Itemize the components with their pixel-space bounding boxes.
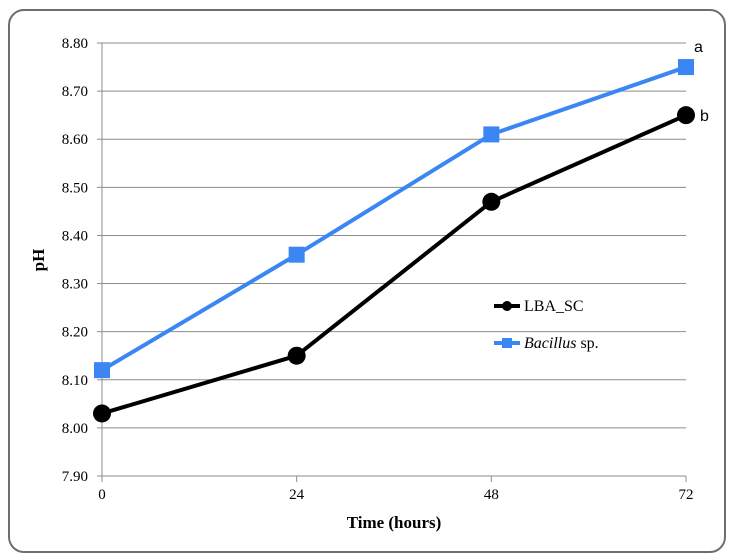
legend: LBA_SC Bacillus sp.	[494, 298, 599, 352]
legend-label-bacillus: Bacillus sp.	[524, 335, 599, 352]
data-point-lba-sc	[287, 346, 306, 365]
series-annotation-bacillus: a	[694, 39, 703, 56]
series-line-bacillus	[100, 65, 687, 372]
x-tick-label: 0	[98, 487, 106, 503]
x-tick-labels: 0 24 48 72	[98, 487, 693, 503]
chart-frame	[8, 9, 726, 553]
legend-label-lba-sc: LBA_SC	[524, 298, 584, 315]
x-tick-label: 48	[484, 487, 499, 503]
x-tick-label: 72	[679, 487, 694, 503]
y-tick-label: 8.80	[62, 36, 88, 52]
y-tick-label: 8.00	[62, 421, 88, 437]
y-axis-title: pH	[29, 249, 48, 272]
data-point-bacillus	[288, 246, 305, 263]
y-tick-label: 8.20	[62, 325, 88, 341]
legend-label-part: sp.	[576, 335, 598, 352]
x-tick-label: 24	[289, 487, 305, 503]
y-tick-label: 8.30	[62, 277, 88, 293]
y-tick-label: 8.70	[62, 84, 88, 100]
data-point-lba-sc	[93, 404, 111, 423]
axes	[97, 42, 687, 482]
y-tick-label: 8.40	[62, 228, 88, 244]
series	[93, 59, 695, 423]
data-point-lba-sc	[482, 192, 501, 211]
y-tick-label: 8.50	[62, 180, 88, 196]
data-point-bacillus	[678, 59, 694, 76]
series-line-lba-sc	[101, 113, 687, 416]
y-tick-labels: 7.90 8.00 8.10 8.20 8.30 8.40 8.50 8.60 8.70 8.80	[62, 36, 88, 485]
data-point-bacillus	[94, 362, 110, 379]
gridlines	[102, 42, 686, 429]
x-axis-title: Time (hours)	[347, 513, 442, 532]
data-point-bacillus	[483, 126, 500, 143]
y-tick-label: 7.90	[62, 469, 88, 485]
y-tick-label: 8.60	[62, 132, 88, 148]
legend-marker-lba-sc	[502, 301, 512, 311]
series-annotation-lba-sc: b	[700, 108, 709, 125]
legend-label-part: Bacillus	[524, 335, 576, 352]
y-tick-label: 8.10	[62, 373, 88, 389]
legend-marker-bacillus	[502, 338, 512, 348]
annotations: ab	[694, 39, 709, 125]
legend-label-part: LBA_SC	[524, 298, 584, 315]
data-point-lba-sc	[677, 106, 695, 125]
